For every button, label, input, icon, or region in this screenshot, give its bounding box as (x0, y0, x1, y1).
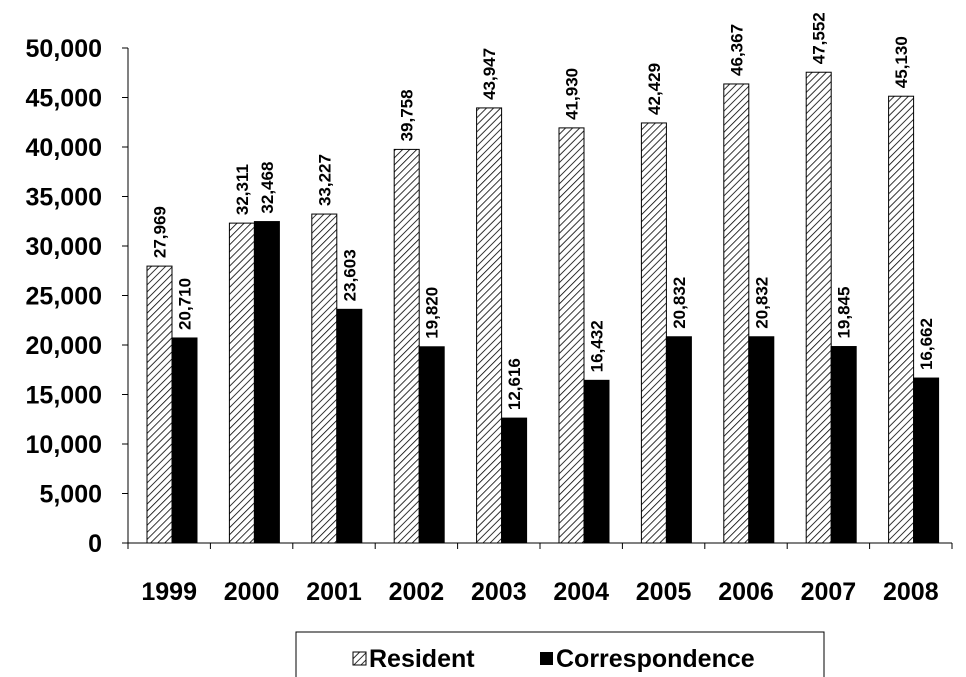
y-tick-label: 40,000 (26, 134, 102, 162)
data-label-correspondence: 16,662 (917, 318, 936, 370)
x-tick-label: 2007 (801, 578, 857, 606)
data-label-correspondence: 32,468 (258, 162, 277, 214)
bar-correspondence (418, 346, 445, 544)
y-tick-label: 10,000 (26, 431, 102, 459)
x-tick-label: 2005 (636, 578, 692, 606)
x-tick-label: 2000 (224, 578, 280, 606)
data-label-correspondence: 20,710 (176, 278, 195, 330)
data-label-correspondence: 20,832 (752, 277, 771, 329)
y-tick-label: 30,000 (26, 233, 102, 261)
bar-correspondence (665, 336, 692, 544)
legend-box (295, 631, 825, 677)
data-label-correspondence: 19,845 (835, 287, 854, 339)
bar-resident (476, 107, 503, 544)
y-tick-label: 0 (88, 530, 102, 558)
data-label-resident: 43,947 (480, 48, 499, 100)
data-label-correspondence: 16,432 (588, 320, 607, 372)
x-tick-label: 2003 (471, 578, 527, 606)
data-label-correspondence: 19,820 (423, 287, 442, 339)
x-tick-label: 1999 (141, 578, 197, 606)
bar-resident (393, 148, 420, 544)
y-tick-label: 5,000 (39, 481, 102, 509)
bar-correspondence (913, 377, 940, 544)
data-label-resident: 33,227 (315, 154, 334, 206)
bar-correspondence (748, 336, 775, 544)
data-label-correspondence: 12,616 (505, 358, 524, 410)
data-label-resident: 39,758 (398, 89, 417, 141)
bar-resident (558, 127, 585, 544)
x-tick-label: 2008 (883, 578, 939, 606)
x-tick-label: 2004 (553, 578, 609, 606)
data-label-resident: 46,367 (727, 24, 746, 76)
data-label-resident: 47,552 (810, 12, 829, 64)
legend-label-resident: Resident (369, 645, 475, 673)
bar-resident (146, 265, 173, 544)
bar-resident (228, 222, 255, 544)
bar-resident (805, 71, 832, 544)
bars (146, 71, 940, 544)
y-tick-label: 20,000 (26, 332, 102, 360)
data-label-correspondence: 20,832 (670, 277, 689, 329)
data-label-resident: 41,930 (563, 68, 582, 120)
x-tick-label: 2006 (718, 578, 774, 606)
bar-resident (723, 83, 750, 544)
data-label-resident: 45,130 (892, 36, 911, 88)
bar-correspondence (583, 379, 610, 544)
legend: Resident Correspondence (295, 631, 825, 677)
x-tick-label: 2001 (306, 578, 362, 606)
y-tick-label: 45,000 (26, 85, 102, 113)
data-labels: 27,969 32,311 33,227 39,758 43,947 41,930 42,4… (151, 12, 937, 410)
y-axis: 0 5,000 10,000 15,000 20,000 25,000 30,000 35,0… (26, 35, 129, 558)
data-label-resident: 42,429 (645, 63, 664, 115)
y-tick-label: 35,000 (26, 184, 102, 212)
bar-correspondence (336, 308, 363, 544)
y-tick-label: 15,000 (26, 382, 102, 410)
bar-resident (888, 95, 915, 544)
bar-resident (311, 213, 338, 544)
bar-correspondence (253, 221, 280, 544)
data-label-correspondence: 23,603 (340, 249, 359, 301)
data-label-resident: 32,311 (233, 164, 252, 215)
bar-correspondence (171, 337, 198, 544)
bar-resident (640, 122, 667, 544)
bar-correspondence (830, 346, 857, 544)
bar-correspondence (501, 417, 528, 544)
data-label-resident: 27,969 (151, 206, 170, 258)
y-tick-label: 50,000 (26, 35, 102, 63)
x-axis: 1999 2000 2001 2002 2003 2004 2005 2006 2007 2008 (127, 542, 953, 606)
legend-swatch-resident (352, 651, 367, 666)
legend-label-correspondence: Correspondence (556, 645, 755, 673)
y-tick-label: 25,000 (26, 283, 102, 311)
x-tick-label: 2002 (389, 578, 445, 606)
legend-swatch-correspondence (540, 652, 553, 665)
